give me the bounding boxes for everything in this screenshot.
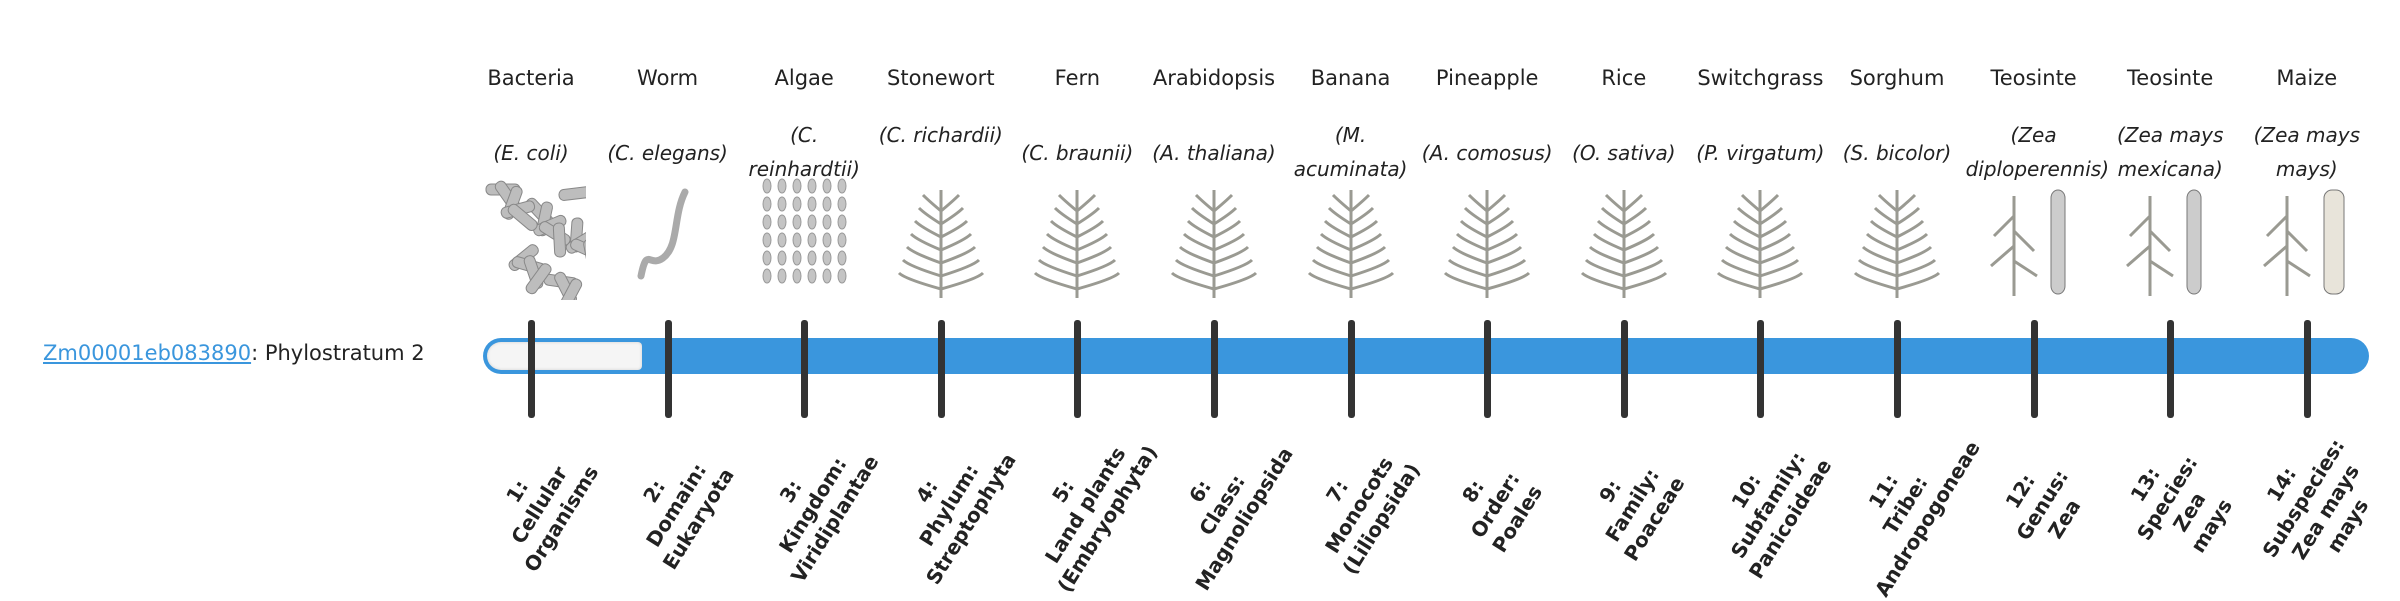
phylostratum-label: 13: Species: Zea mays xyxy=(2109,437,2247,572)
bar-unfilled-segment xyxy=(487,342,642,370)
phylostratum-tick xyxy=(801,320,809,418)
organism-species-name: (E. coli) xyxy=(493,141,569,165)
rice-icon xyxy=(1580,190,1667,298)
gene-label: Zm00001eb083890: Phylostratum 2 xyxy=(43,341,425,365)
organism-species-name: (Zea mays mays) xyxy=(2253,123,2360,181)
gene-id-link[interactable]: Zm00001eb083890 xyxy=(43,341,252,365)
organism-species-name: (C. elegans) xyxy=(607,141,728,165)
teosinte-icon xyxy=(1989,189,2066,296)
phylostratum-tick xyxy=(2303,320,2311,418)
phylostratum-bar xyxy=(483,338,2369,374)
organism-common-name: Sorghum xyxy=(1849,66,1945,90)
organism-species-name: (C. richardii) xyxy=(878,123,1003,147)
arabidopsis-icon xyxy=(1170,190,1258,298)
phylostratum-label: 3: Kingdom: Viridiplantae xyxy=(741,423,884,588)
organism-common-name: Stonewort xyxy=(887,66,995,90)
phylostratum-tick xyxy=(2167,320,2175,418)
bacteria-icon xyxy=(485,180,586,300)
phylostratum-tick xyxy=(937,320,945,418)
phylostratum-label: 1: Cellular Organisms xyxy=(474,433,604,576)
organism-common-name: Teosinte xyxy=(2127,66,2214,90)
maize-icon xyxy=(2262,189,2345,296)
pineapple-icon xyxy=(1444,190,1531,298)
organism-common-name: Fern xyxy=(1054,66,1101,90)
fern-icon xyxy=(1034,190,1121,298)
organism-species-name: (P. virgatum) xyxy=(1696,141,1825,165)
phylostratum-tick xyxy=(1347,320,1355,418)
algae-icon xyxy=(762,178,847,284)
phylostratum-tick xyxy=(2030,320,2038,418)
phylostratum-tick xyxy=(1211,320,1218,418)
organism-common-name: Bacteria xyxy=(487,66,575,90)
organism-species-name: (C. braunii) xyxy=(1021,141,1134,165)
phylostratum-tick xyxy=(1620,320,1628,418)
organism-common-name: Worm xyxy=(637,66,699,90)
organism-species-name: (C. reinhardtii) xyxy=(748,123,860,181)
organism-common-name: Maize xyxy=(2276,66,2338,90)
organism-species-name: (A. thaliana) xyxy=(1152,141,1276,165)
organism-species-name: (M. acuminata) xyxy=(1293,123,1408,181)
organism-common-name: Teosinte xyxy=(1990,66,2077,90)
phylostratum-label: 10: Subfamily: Panicoideae xyxy=(1699,427,1837,584)
phylostratum-label: 6: Class: Magnoliopsida xyxy=(1145,415,1298,595)
organism-common-name: Algae xyxy=(774,66,834,90)
stonewort-icon xyxy=(897,190,984,298)
phylostratum-tick xyxy=(1757,320,1765,418)
phylostratum-label: 9: Family: Poaceae xyxy=(1574,444,1690,565)
phylostratum-label: 12: Genus: Zea xyxy=(1988,451,2096,559)
organism-common-name: Switchgrass xyxy=(1697,66,1824,90)
phylostratum-tick xyxy=(664,320,672,418)
organism-common-name: Pineapple xyxy=(1435,66,1539,90)
switchgrass-icon xyxy=(1717,190,1804,298)
phylostratum-tick xyxy=(1074,320,1082,418)
organism-common-name: Arabidopsis xyxy=(1152,66,1276,90)
worm-icon xyxy=(637,188,689,280)
phylostratum-tick xyxy=(1484,320,1492,418)
phylostratum-tick xyxy=(1894,320,1901,418)
phylostratum-label: 5: Land plants (Embryophyta) xyxy=(1008,413,1163,597)
phylostratum-tick xyxy=(528,320,535,418)
phylostratum-label: 4: Phylum: Streptophyta xyxy=(876,421,1021,589)
organism-species-name: (Zea mays mexicana) xyxy=(2116,123,2224,181)
organism-common-name: Banana xyxy=(1310,66,1391,90)
phylostratum-text: : Phylostratum 2 xyxy=(251,341,425,365)
phylostratum-label: 8: Order: Poales xyxy=(1443,453,1548,557)
teosinte-mexicana-icon xyxy=(2126,189,2202,296)
phylostratum-label: 2: Domain: Eukaryota xyxy=(612,436,739,574)
sorghum-icon xyxy=(1853,190,1941,298)
organism-species-name: (Zea diploperennis) xyxy=(1965,123,2109,181)
organism-species-name: (A. comosus) xyxy=(1421,141,1553,165)
banana-plant-icon xyxy=(1307,190,1394,298)
organism-common-name: Rice xyxy=(1601,66,1647,90)
organism-species-name: (O. sativa) xyxy=(1572,141,1676,165)
phylostratum-label: 14: Subspecies: Zea mays mays xyxy=(2235,420,2395,590)
phylostratum-label: 7: Monocots (Liliopsida) xyxy=(1292,431,1425,579)
phylostratum-label: 11: Tribe: Andropogoneae xyxy=(1824,409,1985,601)
organism-species-name: (S. bicolor) xyxy=(1842,141,1952,165)
